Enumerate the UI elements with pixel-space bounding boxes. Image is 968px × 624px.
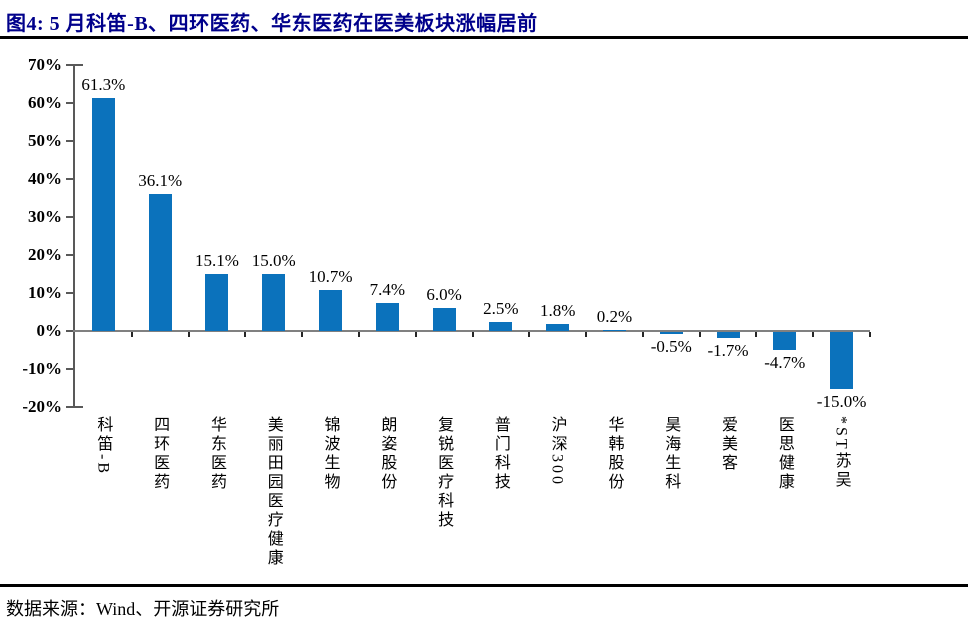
bar-value-label: 0.2% — [596, 307, 633, 327]
y-tick-mark — [66, 368, 73, 370]
bar — [546, 324, 570, 331]
category-label: 复锐医疗科技 — [435, 416, 453, 530]
category-label: *ST苏吴 — [832, 416, 850, 490]
category-label: 华东医药 — [207, 416, 225, 492]
footer-rule — [0, 584, 968, 587]
bar-value-label: -1.7% — [707, 341, 749, 361]
bar-value-label: 15.0% — [251, 251, 296, 270]
y-tick-label: -10% — [22, 359, 62, 378]
bar-value-label: 15.1% — [194, 250, 239, 270]
category-tick — [585, 332, 588, 337]
bar-value-label: -4.7% — [764, 352, 806, 372]
bar-value-label: 6.0% — [426, 285, 462, 305]
bar — [91, 98, 115, 331]
bar-value-label: -0.5% — [650, 336, 692, 356]
y-axis-line — [73, 64, 75, 408]
y-tick-label: 40% — [28, 169, 62, 188]
y-tick-label: 0% — [36, 321, 63, 340]
y-tick-label: 10% — [28, 283, 62, 302]
y-axis-bottom-cap — [75, 406, 83, 408]
y-tick-label: 50% — [28, 131, 62, 150]
category-tick — [755, 332, 758, 337]
y-tick-mark — [66, 140, 73, 142]
bar — [148, 193, 172, 331]
bar-value-label: 7.4% — [369, 279, 406, 299]
bar — [432, 308, 456, 331]
y-tick-mark — [66, 292, 73, 294]
category-tick — [130, 332, 133, 337]
bar — [205, 273, 229, 331]
y-tick-label: 70% — [28, 55, 62, 74]
y-tick-label: 20% — [28, 245, 62, 264]
category-label: 四环医药 — [151, 416, 169, 492]
bar — [489, 321, 513, 331]
y-tick-mark — [66, 102, 73, 104]
y-axis-top-cap — [75, 64, 83, 66]
category-tick — [301, 332, 304, 337]
category-label: 朗姿股份 — [378, 416, 396, 492]
category-tick — [812, 332, 815, 337]
bar — [602, 330, 626, 332]
category-tick — [869, 332, 871, 337]
y-tick-label: 60% — [28, 93, 62, 112]
category-label: 普门科技 — [491, 416, 509, 492]
category-label: 锦波生物 — [321, 416, 339, 492]
source-note: 数据来源：Wind、开源证券研究所 — [6, 599, 280, 619]
bar-value-label: 36.1% — [138, 170, 183, 190]
bar — [773, 332, 797, 350]
category-label: 美丽田园医疗健康 — [264, 416, 282, 568]
bar — [659, 332, 683, 334]
category-label: 华韩股份 — [605, 416, 623, 492]
zero-axis-line — [73, 330, 870, 332]
y-tick-label: 30% — [28, 207, 62, 226]
y-tick-mark — [66, 330, 73, 332]
category-tick — [641, 332, 644, 337]
category-tick — [698, 332, 701, 337]
category-tick — [471, 332, 474, 337]
category-label: 沪深300 — [548, 416, 566, 487]
bar-value-label: 61.3% — [81, 75, 126, 95]
bar — [375, 302, 399, 331]
category-label: 爱美客 — [719, 416, 737, 473]
y-tick-label: -20% — [22, 397, 62, 416]
bar-value-label: -15.0% — [816, 392, 867, 411]
y-tick-mark — [66, 406, 73, 408]
title-rule — [0, 36, 968, 39]
y-tick-mark — [66, 216, 73, 218]
category-tick — [357, 332, 360, 337]
page-title: 图4: 5 月科笛-B、四环医药、华东医药在医美板块涨幅居前 — [6, 13, 538, 35]
category-tick — [244, 332, 247, 337]
category-label: 医思健康 — [775, 416, 793, 492]
category-tick — [528, 332, 531, 337]
bar-value-label: 10.7% — [308, 267, 353, 287]
y-tick-mark — [66, 254, 73, 256]
y-tick-mark — [66, 178, 73, 180]
category-label: 昊海生科 — [662, 416, 680, 492]
category-label: 科笛-B — [94, 416, 112, 476]
bar-value-label: 1.8% — [539, 301, 576, 321]
bar — [262, 274, 286, 331]
bar-value-label: 2.5% — [483, 298, 519, 318]
category-tick — [414, 332, 417, 337]
bar — [830, 332, 854, 389]
bar — [716, 332, 740, 339]
y-tick-mark — [66, 64, 73, 66]
category-tick — [187, 332, 190, 337]
bar — [319, 290, 343, 331]
